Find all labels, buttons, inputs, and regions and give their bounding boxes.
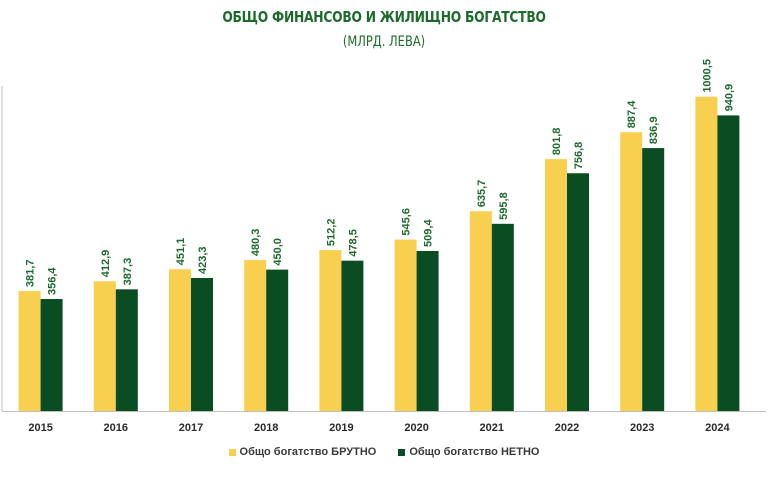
bar-gross-2017 bbox=[169, 269, 191, 411]
bar-gross-2015 bbox=[18, 291, 41, 411]
data-label-net-2015: 356,4 bbox=[47, 267, 59, 295]
data-label-net-2020: 509,4 bbox=[423, 219, 435, 247]
bar-gross-2024 bbox=[695, 96, 718, 412]
data-label-gross-2017: 451,1 bbox=[175, 238, 187, 266]
data-label-net-2021: 595,8 bbox=[498, 192, 510, 220]
x-tick-label-2022: 2022 bbox=[555, 422, 579, 434]
bar-net-2020 bbox=[416, 250, 439, 411]
data-label-gross-2020: 545,6 bbox=[401, 208, 413, 236]
data-label-net-2019: 478,5 bbox=[347, 229, 359, 257]
bar-net-2024 bbox=[717, 115, 740, 412]
x-tick-label-2017: 2017 bbox=[179, 422, 203, 434]
chart-title: ОБЩО ФИНАНСОВО И ЖИЛИЩНО БОГАТСТВО bbox=[222, 8, 546, 26]
data-label-net-2022: 756,8 bbox=[573, 142, 585, 170]
data-label-gross-2022: 801,8 bbox=[551, 128, 563, 156]
legend-item-net: Общо богатство НЕТНО bbox=[398, 446, 539, 458]
bar-gross-2019 bbox=[319, 250, 342, 411]
x-tick-label-2021: 2021 bbox=[480, 422, 504, 434]
bar-gross-2018 bbox=[244, 260, 267, 411]
x-tick-label-2023: 2023 bbox=[630, 422, 654, 434]
data-label-gross-2015: 381,7 bbox=[25, 260, 37, 288]
data-label-gross-2024: 1000,5 bbox=[701, 59, 713, 93]
legend-swatch-net bbox=[398, 448, 406, 456]
bar-net-2017 bbox=[191, 278, 213, 411]
legend-swatch-gross bbox=[228, 448, 236, 456]
bar-net-2023 bbox=[642, 148, 665, 411]
data-label-net-2024: 940,9 bbox=[723, 84, 735, 112]
legend-item-gross: Общо богатство БРУТНО bbox=[228, 446, 377, 458]
bar-net-2015 bbox=[40, 299, 63, 411]
bar-gross-2021 bbox=[469, 211, 492, 411]
data-label-net-2023: 836,9 bbox=[648, 117, 660, 145]
bar-gross-2016 bbox=[93, 281, 116, 411]
bar-net-2022 bbox=[567, 173, 589, 411]
x-tick-label-2016: 2016 bbox=[104, 422, 128, 434]
x-tick-label-2019: 2019 bbox=[329, 422, 353, 434]
x-tick-label-2018: 2018 bbox=[254, 422, 278, 434]
data-label-gross-2018: 480,3 bbox=[250, 229, 262, 257]
bar-net-2018 bbox=[266, 269, 289, 411]
data-label-net-2017: 423,3 bbox=[197, 246, 209, 274]
legend-label-gross: Общо богатство БРУТНО bbox=[239, 446, 377, 458]
data-label-gross-2021: 635,7 bbox=[476, 180, 488, 208]
x-tick-label-2015: 2015 bbox=[28, 422, 52, 434]
x-tick-label-2024: 2024 bbox=[705, 422, 730, 434]
data-label-net-2018: 450,0 bbox=[272, 238, 284, 266]
data-label-gross-2016: 412,9 bbox=[100, 250, 112, 278]
bar-net-2021 bbox=[491, 223, 514, 411]
legend-label-net: Общо богатство НЕТНО bbox=[409, 446, 540, 458]
data-label-gross-2019: 512,2 bbox=[325, 219, 337, 247]
data-label-net-2016: 387,3 bbox=[122, 258, 134, 286]
data-label-gross-2023: 887,4 bbox=[626, 100, 638, 128]
legend: Общо богатство БРУТНО Общо богатство НЕТ… bbox=[0, 446, 768, 458]
x-tick-label-2020: 2020 bbox=[404, 422, 428, 434]
bar-net-2016 bbox=[115, 289, 138, 411]
bar-gross-2020 bbox=[394, 239, 417, 411]
bar-gross-2023 bbox=[620, 132, 643, 411]
bar-gross-2022 bbox=[545, 159, 567, 411]
bar-net-2019 bbox=[341, 260, 364, 411]
chart-subtitle: (МЛРД. ЛЕВА) bbox=[342, 34, 426, 50]
